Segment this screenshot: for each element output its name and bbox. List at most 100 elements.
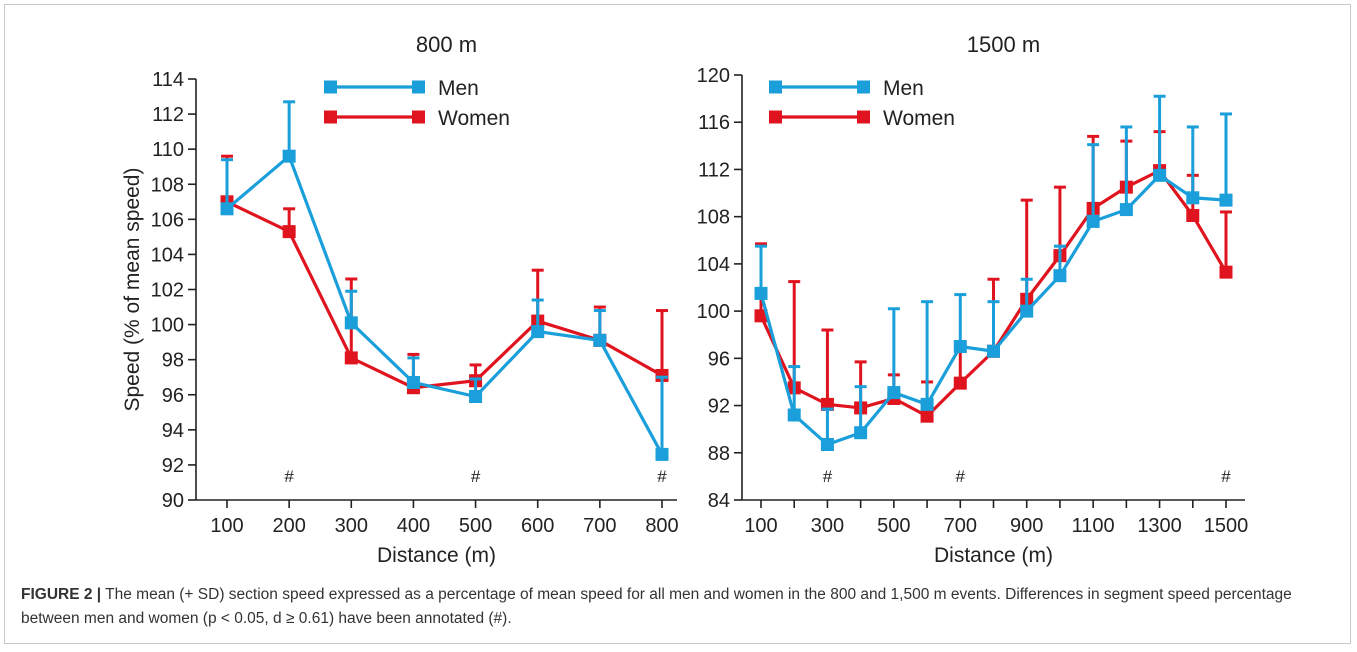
- series-line: [225, 153, 664, 456]
- legend-marker: [412, 110, 425, 124]
- y-tick-label: 110: [152, 139, 184, 161]
- legend-label: Men: [883, 77, 924, 100]
- x-tick-label: 700: [583, 515, 616, 537]
- figure-panel: 800 m 90 92 94 96 98 100 102 104 106 108 110 112 114 1…: [4, 4, 1351, 644]
- y-tick-label: 88: [708, 443, 730, 465]
- data-point: [282, 149, 296, 163]
- data-point: [1020, 304, 1034, 318]
- data-point: [787, 408, 801, 422]
- chart-title: 800 m: [416, 32, 477, 57]
- chart-0: 800 m 90 92 94 96 98 100 102 104 106 108 110 112 114 1…: [121, 32, 679, 567]
- data-point: [754, 286, 768, 300]
- legend-marker: [324, 110, 337, 124]
- y-tick-label: 100: [151, 315, 184, 337]
- figure-caption: FIGURE 2 | The mean (+ SD) section speed…: [21, 583, 1321, 631]
- y-tick-label: 100: [697, 301, 730, 323]
- y-tick-label: 108: [697, 207, 730, 229]
- y-tick-label: 102: [151, 280, 184, 302]
- caption-label: FIGURE 2 |: [21, 586, 102, 603]
- data-point: [344, 316, 358, 330]
- data-point: [1086, 214, 1100, 228]
- data-point: [1186, 208, 1200, 222]
- x-tick-label: 1500: [1204, 515, 1249, 537]
- y-tick-label: 106: [151, 209, 184, 231]
- data-point: [854, 426, 868, 440]
- x-tick-label: 1100: [1072, 515, 1115, 537]
- data-point: [282, 225, 296, 239]
- series-women: [220, 154, 669, 395]
- x-tick-label: 300: [811, 515, 844, 537]
- legend: Men Women: [324, 77, 510, 130]
- y-tick-label: 114: [152, 69, 184, 91]
- caption-text: The mean (+ SD) section speed expressed …: [21, 586, 1292, 627]
- legend-marker: [412, 80, 425, 94]
- y-tick-label: 112: [698, 159, 730, 181]
- x-tick-label: 100: [744, 515, 777, 537]
- data-point: [593, 333, 607, 347]
- x-tick-label: 500: [459, 515, 492, 537]
- legend: Men Women: [769, 77, 955, 130]
- y-tick-label: 96: [708, 348, 730, 370]
- series-men: [754, 94, 1233, 452]
- chart-title: 1500 m: [967, 32, 1040, 57]
- x-tick-label: 700: [944, 515, 977, 537]
- data-point: [1053, 269, 1067, 283]
- data-point: [344, 351, 358, 365]
- data-point: [887, 386, 901, 400]
- x-tick-label: 1300: [1137, 515, 1182, 537]
- data-point: [531, 325, 545, 339]
- data-point: [1119, 203, 1133, 217]
- data-point: [987, 344, 1000, 358]
- x-tick-label: 900: [1010, 515, 1043, 537]
- x-tick-label: 800: [645, 515, 678, 537]
- y-tick-label: 120: [697, 65, 730, 87]
- y-tick-label: 92: [708, 396, 730, 418]
- data-point: [1186, 191, 1200, 205]
- y-tick-label: 104: [697, 254, 730, 276]
- x-tick-label: 300: [335, 515, 368, 537]
- legend-label: Men: [438, 77, 479, 100]
- data-point: [920, 397, 934, 411]
- y-tick-label: 92: [162, 455, 184, 477]
- data-point: [655, 447, 669, 461]
- legend-marker: [769, 80, 782, 94]
- x-axis-label: Distance (m): [934, 544, 1053, 567]
- series-men: [220, 100, 669, 461]
- significance-marker: #: [284, 467, 294, 486]
- series-line: [226, 200, 663, 390]
- y-axis-label: Speed (% of mean speed): [121, 168, 144, 412]
- y-tick-label: 112: [152, 104, 184, 126]
- figure-plots: 800 m 90 92 94 96 98 100 102 104 106 108 110 112 114 1…: [121, 32, 1249, 567]
- y-tick-label: 104: [151, 244, 184, 266]
- data-point: [754, 309, 768, 323]
- x-axis-label: Distance (m): [377, 544, 496, 567]
- legend-marker: [324, 80, 337, 94]
- legend-marker: [857, 110, 870, 124]
- y-tick-label: 94: [162, 420, 184, 442]
- chart-1: 1500 m 84 88 92 96 100 104 108 112 116 120 100 300 50…: [697, 32, 1249, 567]
- data-point: [1153, 168, 1167, 182]
- legend-marker: [769, 110, 782, 124]
- data-point: [220, 202, 234, 216]
- x-tick-label: 200: [272, 515, 305, 537]
- y-tick-label: 108: [151, 174, 184, 196]
- data-point: [469, 390, 483, 404]
- data-point: [1219, 193, 1233, 207]
- y-tick-label: 116: [698, 112, 730, 134]
- legend-label: Women: [438, 107, 510, 130]
- data-point: [953, 376, 967, 390]
- x-tick-label: 400: [397, 515, 430, 537]
- legend-label: Women: [883, 107, 955, 130]
- significance-marker: #: [956, 467, 966, 486]
- significance-marker: #: [823, 467, 833, 486]
- data-point: [953, 340, 967, 354]
- data-point: [820, 438, 834, 452]
- data-point: [406, 375, 420, 389]
- data-point: [920, 409, 934, 423]
- x-tick-label: 100: [210, 515, 243, 537]
- data-point: [1219, 265, 1233, 279]
- y-tick-label: 98: [162, 350, 184, 372]
- x-tick-label: 600: [521, 515, 554, 537]
- significance-marker: #: [1221, 467, 1231, 486]
- y-tick-label: 96: [162, 385, 184, 407]
